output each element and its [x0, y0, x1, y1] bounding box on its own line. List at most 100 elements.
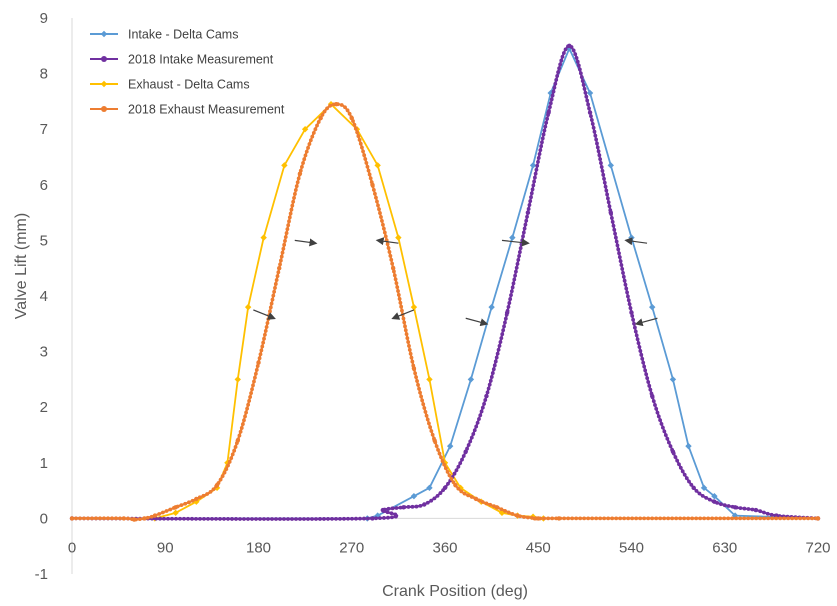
data-point: [283, 239, 287, 243]
data-point: [406, 340, 411, 344]
data-point: [507, 301, 512, 305]
data-point: [762, 516, 767, 521]
data-point: [320, 112, 325, 117]
data-point: [363, 157, 368, 161]
data-point: [270, 517, 274, 521]
data-point: [782, 516, 787, 521]
data-point: [356, 134, 361, 138]
data-point: [548, 105, 552, 110]
data-point: [358, 516, 362, 521]
data-point: [425, 500, 430, 505]
data-point: [614, 516, 619, 521]
annotation-arrow: [375, 237, 399, 246]
data-point: [467, 376, 475, 383]
data-point: [440, 459, 445, 463]
data-point: [603, 184, 608, 189]
data-point: [658, 516, 663, 521]
data-point: [576, 63, 581, 68]
data-point: [461, 454, 466, 458]
data-point: [550, 93, 555, 98]
data-point: [264, 325, 269, 329]
data-point: [186, 516, 190, 521]
data-point: [670, 449, 676, 454]
data-point: [302, 157, 307, 162]
data-point: [198, 516, 202, 521]
data-point: [253, 371, 258, 376]
data-point: [288, 211, 293, 216]
legend-label: Intake - Delta Cams: [128, 28, 238, 42]
data-point: [562, 516, 567, 521]
data-point: [590, 121, 595, 126]
data-point: [620, 267, 625, 271]
y-tick-label: 5: [40, 232, 48, 249]
data-point: [292, 195, 296, 200]
data-point: [210, 516, 214, 521]
data-point: [628, 234, 635, 241]
data-point: [765, 511, 770, 516]
data-point: [499, 336, 504, 341]
data-point: [297, 171, 303, 176]
data-point: [425, 417, 430, 422]
data-point: [471, 432, 476, 436]
y-tick-label: 1: [40, 455, 48, 472]
data-point: [613, 235, 618, 240]
data-point: [610, 516, 615, 521]
data-point: [525, 214, 529, 219]
data-point: [423, 409, 428, 414]
data-point: [152, 513, 158, 518]
legend-item: 2018 Intake Measurement: [90, 53, 274, 67]
data-point: [605, 196, 610, 201]
data-point: [381, 222, 385, 227]
data-point: [690, 516, 695, 521]
data-point: [510, 285, 515, 290]
data-point: [393, 277, 398, 282]
data-point: [730, 516, 735, 521]
annotation-arrow: [253, 309, 276, 320]
data-point: [646, 380, 651, 384]
data-point: [279, 254, 284, 259]
data-point: [488, 303, 495, 311]
data-point: [137, 517, 142, 522]
annotation-arrow: [634, 317, 658, 327]
data-point: [261, 340, 266, 345]
x-tick-label: 90: [157, 539, 174, 556]
data-point: [704, 495, 709, 500]
data-point: [540, 136, 545, 141]
data-point: [636, 341, 641, 346]
data-point: [528, 199, 533, 204]
data-point: [554, 77, 559, 82]
data-point: [501, 328, 506, 333]
data-point: [500, 332, 505, 337]
data-point: [624, 286, 629, 291]
data-point: [732, 505, 738, 510]
data-point: [174, 516, 178, 521]
data-point: [278, 262, 282, 267]
data-point: [684, 476, 689, 481]
data-point: [302, 517, 306, 521]
data-point: [608, 210, 613, 215]
data-point: [392, 269, 396, 274]
data-point: [680, 469, 685, 474]
data-point: [226, 463, 230, 468]
data-point: [342, 516, 346, 521]
data-point: [536, 156, 541, 160]
data-point: [619, 263, 624, 267]
data-point: [726, 516, 731, 521]
data-point: [353, 126, 358, 131]
data-point: [235, 438, 240, 443]
data-point: [607, 204, 612, 209]
data-point: [734, 516, 739, 521]
data-point: [462, 491, 467, 496]
data-point: [390, 261, 395, 266]
data-point: [168, 507, 173, 512]
data-point: [641, 360, 646, 365]
data-point: [240, 422, 245, 427]
data-point: [609, 216, 614, 220]
data-point: [769, 512, 774, 517]
data-point: [364, 160, 369, 165]
data-point: [591, 125, 596, 130]
data-point: [587, 110, 593, 115]
data-point: [248, 395, 253, 399]
data-point: [546, 110, 551, 115]
